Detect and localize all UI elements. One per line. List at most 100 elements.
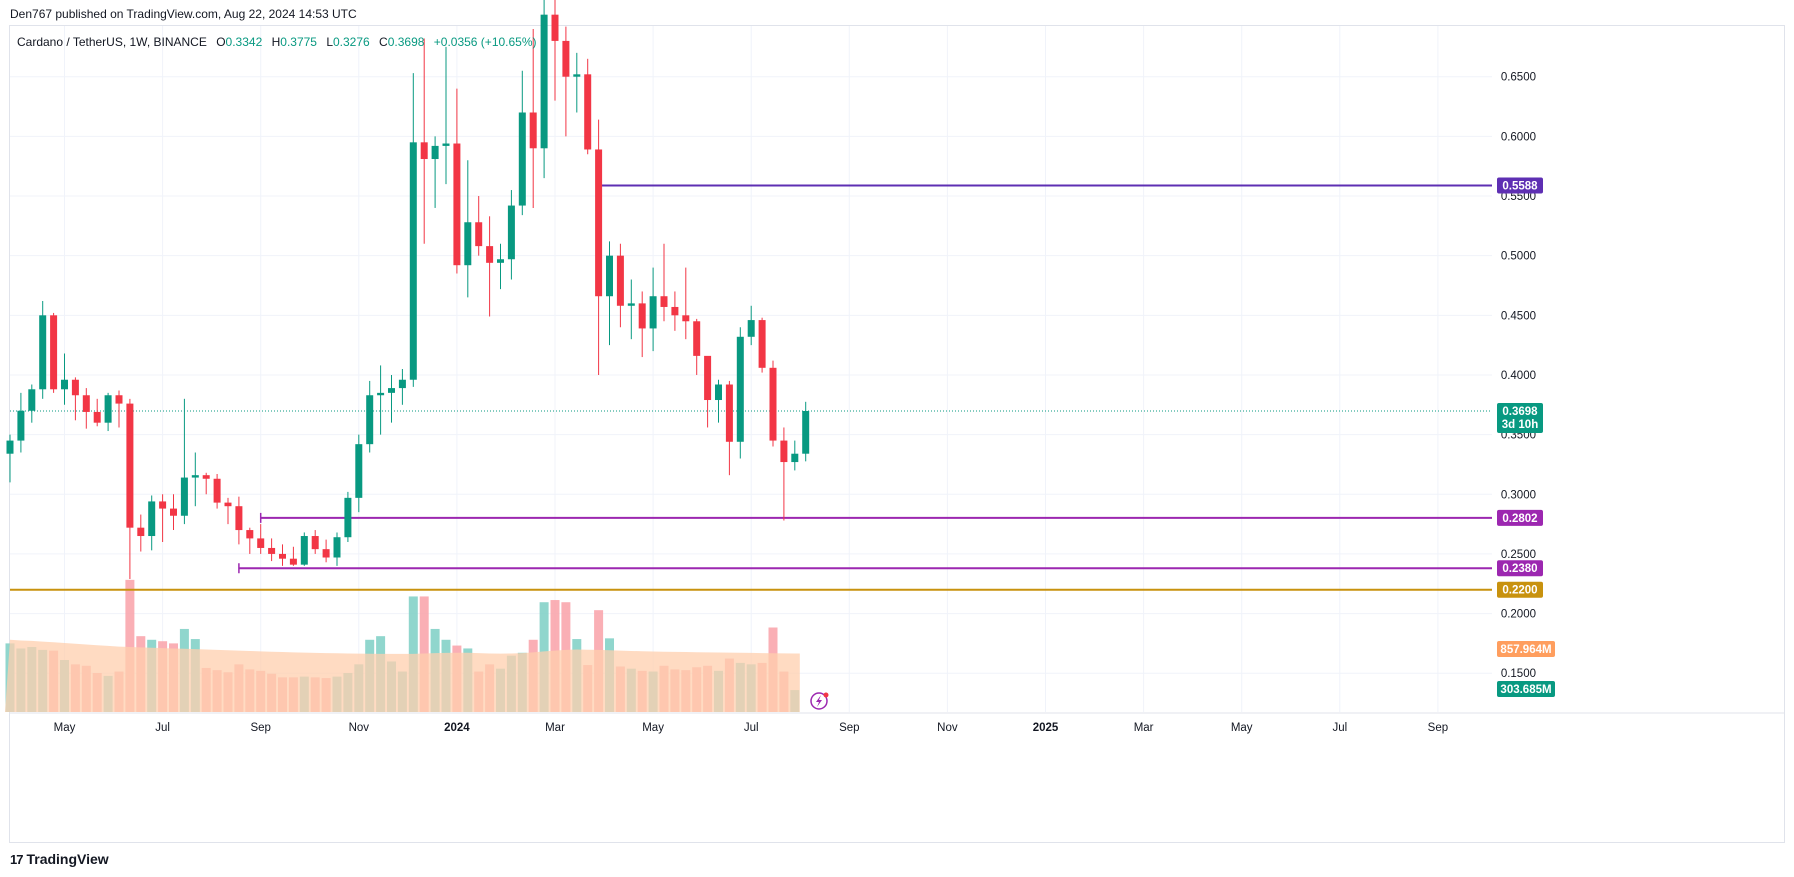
- x-tick-label: 2025: [1033, 722, 1059, 734]
- lightning-icon-dot: [823, 692, 829, 698]
- candle-body: [170, 508, 177, 516]
- volume-tag-label: 303.685M: [1500, 684, 1551, 696]
- grid-layer: [10, 26, 1492, 712]
- candle-body: [791, 453, 799, 463]
- candle-body: [93, 411, 101, 423]
- x-tick-label: Mar: [1134, 722, 1154, 734]
- candle-body: [159, 501, 167, 509]
- level-price-tag: [1497, 177, 1543, 194]
- candle-body: [398, 379, 406, 389]
- candle-body: [202, 475, 210, 479]
- legend-low: 0.3276: [333, 35, 370, 49]
- volume-tag-label: 857.964M: [1500, 644, 1551, 656]
- candle-body: [17, 410, 25, 441]
- x-tick-label: May: [54, 722, 76, 734]
- candle-body: [562, 40, 570, 77]
- tradingview-logo[interactable]: 17 TradingView: [10, 851, 109, 867]
- volume-ma-area: [5, 639, 800, 712]
- volume-layer: [5, 579, 800, 712]
- y-tick-label: 0.4000: [1501, 370, 1536, 382]
- y-tick-label: 0.1500: [1501, 668, 1536, 680]
- candle-body: [573, 74, 581, 77]
- candle-body: [224, 502, 232, 507]
- x-tick-label: Nov: [349, 722, 370, 734]
- candle-body: [758, 320, 766, 368]
- countdown-label: 3d 10h: [1502, 419, 1538, 431]
- candle-body: [366, 395, 374, 445]
- level-layer: [10, 180, 1492, 591]
- candle-body: [551, 14, 559, 41]
- publisher-line: Den767 published on TradingView.com, Aug…: [10, 7, 357, 21]
- misc-layer: [810, 692, 829, 710]
- candle-body: [126, 403, 134, 528]
- y-tick-label: 0.5000: [1501, 251, 1536, 263]
- volume-tag: [1497, 681, 1555, 697]
- candle-body: [71, 379, 79, 396]
- level-price-label: 0.2200: [1502, 585, 1537, 597]
- last-price-label: 0.3698: [1502, 406, 1538, 418]
- candle-body: [725, 384, 733, 442]
- level-price-tag: [1497, 560, 1543, 577]
- candle-body: [180, 477, 188, 516]
- candle-body: [213, 478, 221, 503]
- candle-body: [453, 143, 461, 266]
- legend: Cardano / TetherUS, 1W, BINANCE O0.3342 …: [17, 35, 537, 49]
- candle-body: [311, 536, 319, 550]
- candle-body: [529, 112, 537, 149]
- candle-body: [137, 527, 145, 537]
- legend-high: 0.3775: [280, 35, 317, 49]
- candle-body: [377, 392, 385, 396]
- last-price-tag: [1497, 402, 1543, 433]
- candle-body: [82, 395, 90, 412]
- candle-body: [322, 549, 330, 558]
- candle-body: [300, 536, 308, 565]
- candle-body: [420, 142, 428, 160]
- candle-body: [584, 74, 592, 150]
- level-price-tag: [1497, 581, 1543, 598]
- candle-body: [115, 395, 123, 404]
- candle-body: [148, 501, 156, 537]
- candle-body: [660, 296, 668, 307]
- axis-layer: 0.15000.20000.25000.30000.35000.40000.45…: [10, 72, 1785, 734]
- level-price-label: 0.2802: [1502, 513, 1537, 525]
- candle-body: [540, 14, 548, 149]
- candle-body: [693, 321, 701, 356]
- candle-body: [595, 149, 603, 297]
- candle-body: [431, 145, 439, 160]
- candle-body: [671, 306, 679, 316]
- candle-body: [464, 222, 472, 266]
- legend-high-label: H: [271, 35, 281, 49]
- y-tick-label: 0.4500: [1501, 310, 1536, 322]
- candle-body: [355, 444, 363, 498]
- candle-body: [344, 497, 352, 538]
- candle-body: [769, 367, 777, 441]
- x-tick-label: Sep: [839, 722, 859, 734]
- x-tick-label: Sep: [1428, 722, 1448, 734]
- candle-body: [638, 303, 646, 329]
- candle-body: [333, 537, 341, 558]
- candle-body: [518, 112, 526, 206]
- candle-body: [104, 395, 112, 423]
- y-tick-label: 0.5500: [1501, 191, 1536, 203]
- candle-body: [289, 558, 297, 565]
- candle-body: [279, 553, 286, 559]
- x-tick-label: Mar: [545, 722, 565, 734]
- volume-bar: [125, 579, 135, 712]
- y-tick-label: 0.6000: [1501, 131, 1536, 143]
- legend-close-label: C: [379, 35, 388, 49]
- y-tick-label: 0.3000: [1501, 489, 1536, 501]
- x-tick-label: Jul: [155, 722, 170, 734]
- candle-body: [28, 389, 36, 411]
- legend-change: +0.0356 (+10.65%): [433, 35, 537, 49]
- candle-body: [39, 315, 47, 390]
- candle-layer: [6, 0, 810, 579]
- candle-body: [486, 246, 494, 263]
- candle-body: [191, 475, 199, 478]
- candle-body: [268, 547, 276, 554]
- y-tick-label: 0.2000: [1501, 609, 1536, 621]
- candle-body: [442, 143, 450, 146]
- tradingview-logo-text: TradingView: [26, 851, 109, 867]
- candle-body: [606, 255, 613, 297]
